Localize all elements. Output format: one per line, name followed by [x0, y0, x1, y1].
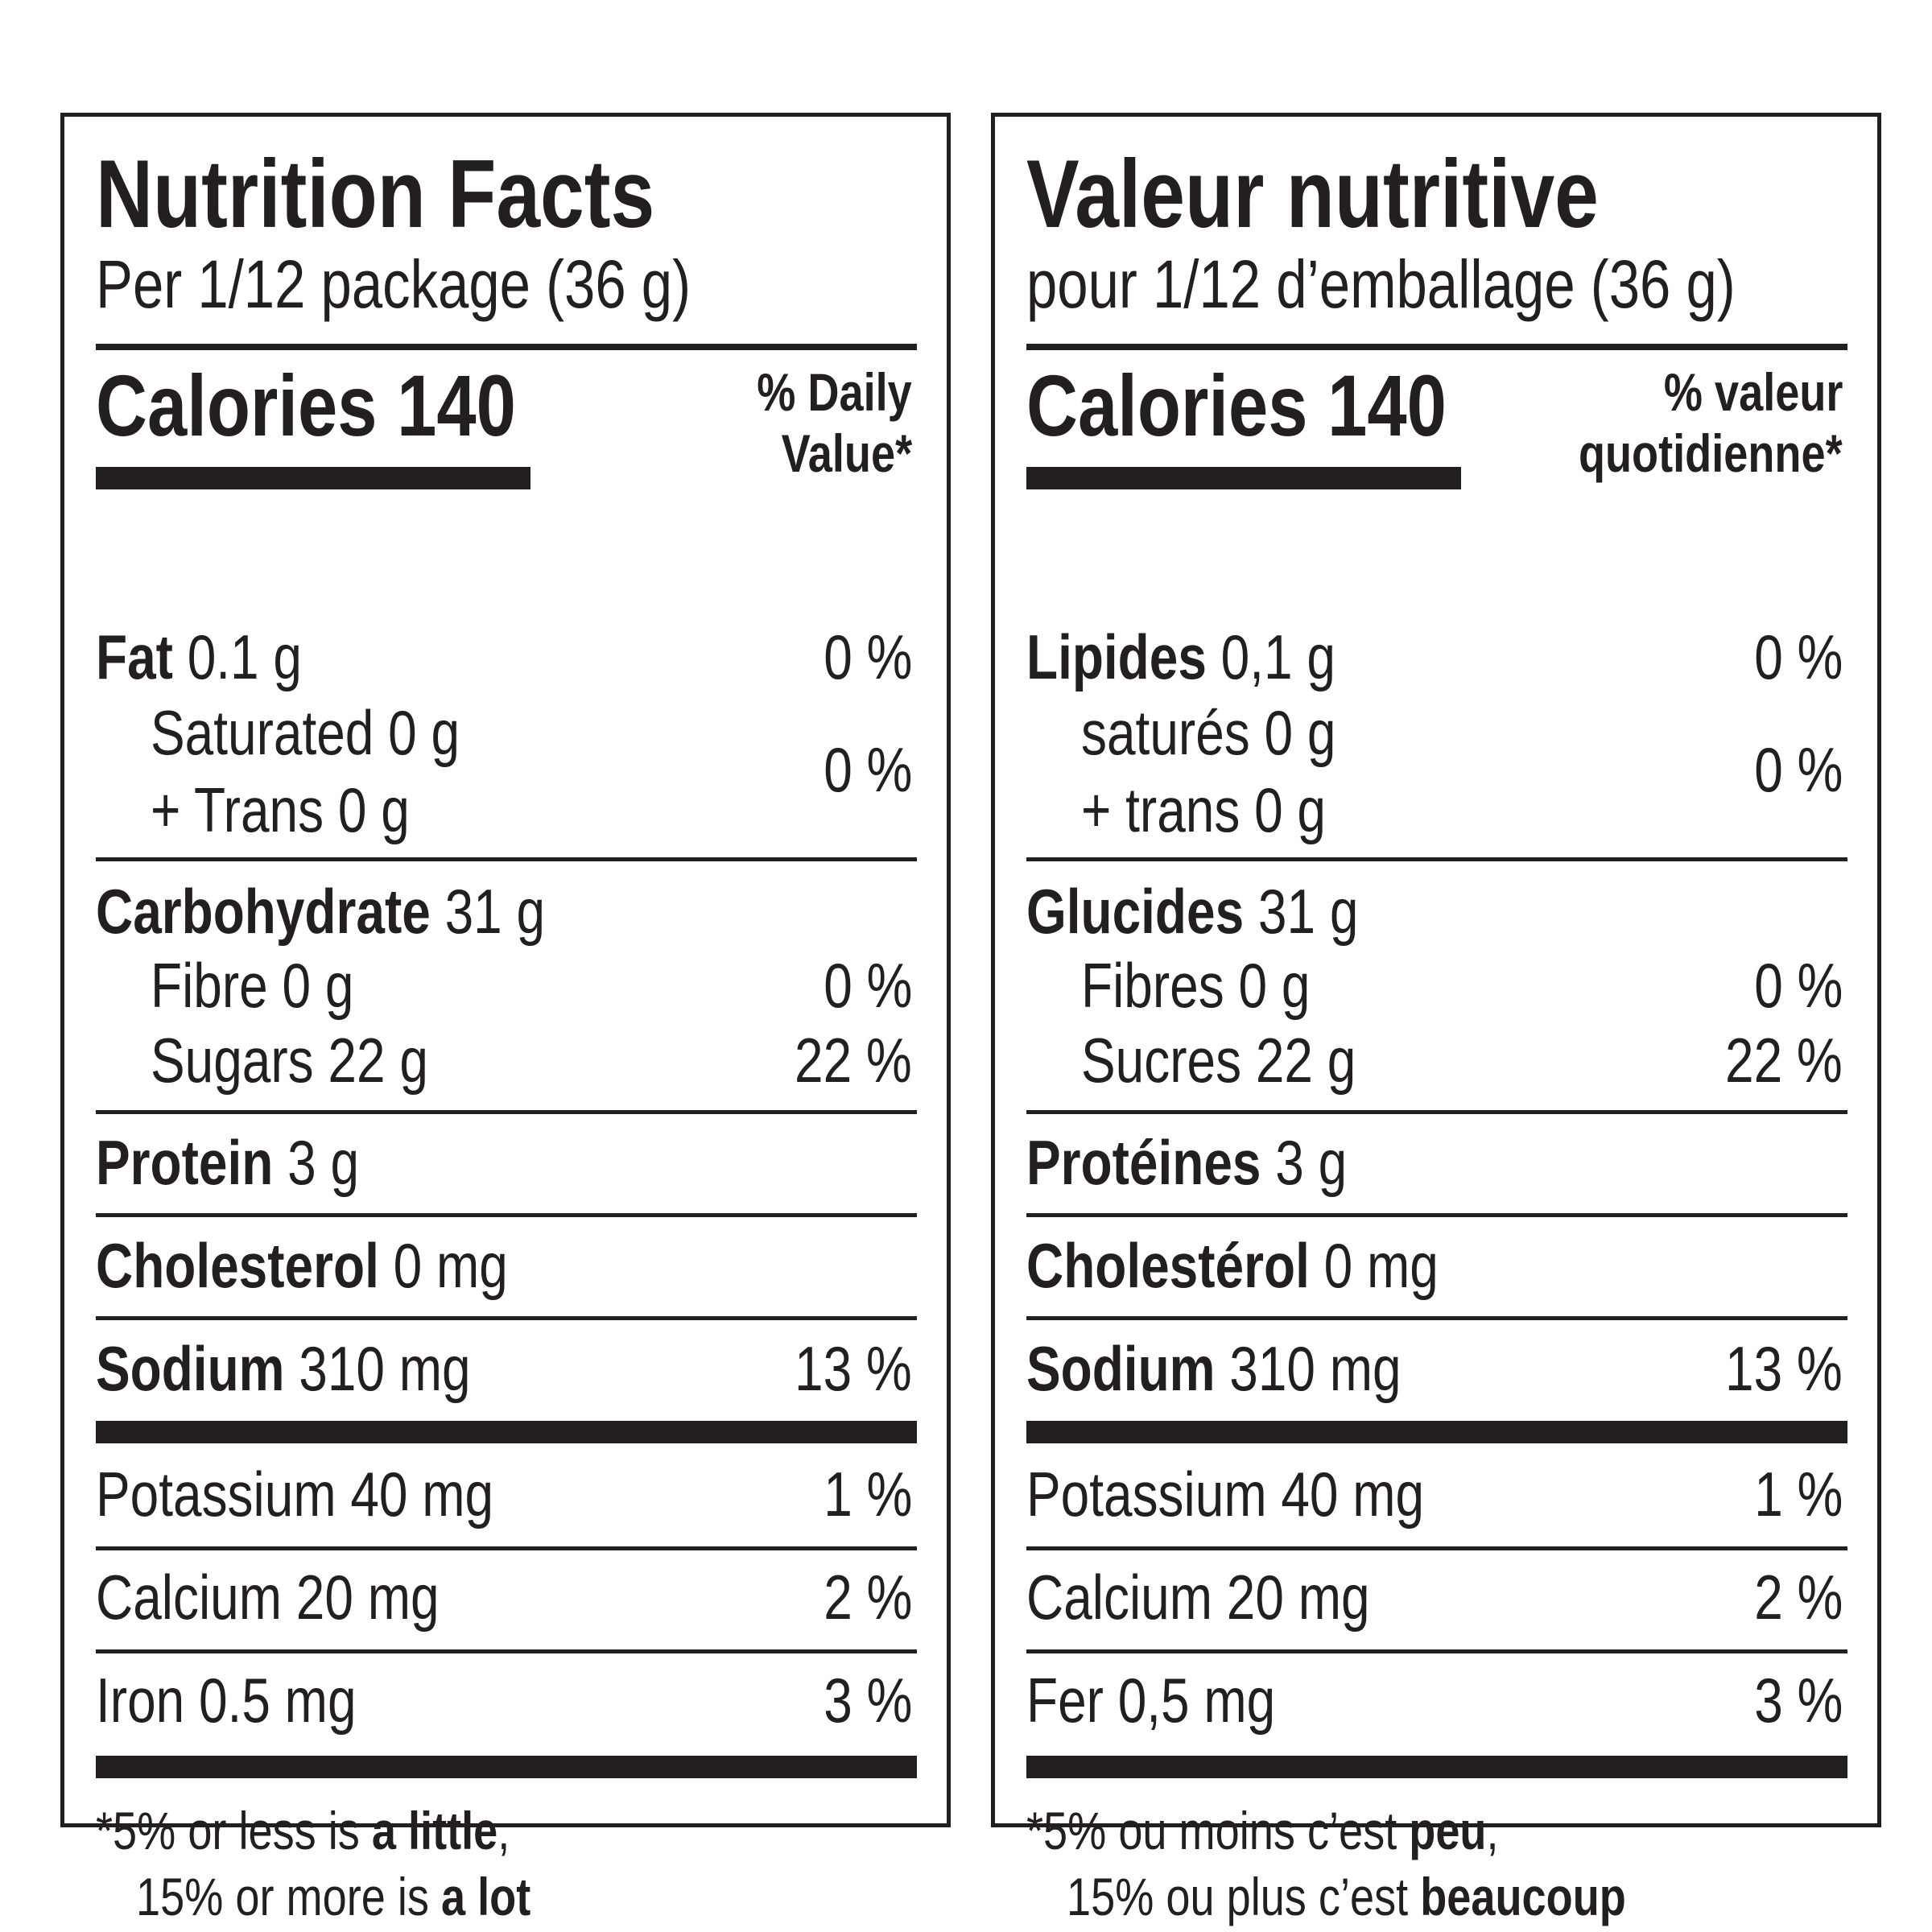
divider-rule — [1026, 1213, 1847, 1217]
divider-rule — [1026, 1546, 1847, 1550]
divider-rule — [96, 1649, 917, 1653]
daily-value-header: % Daily Value* — [757, 362, 912, 483]
thick-divider — [96, 1756, 917, 1778]
calcium-row: Calcium 20 mg 2 % — [96, 1562, 912, 1633]
nutrition-facts-panel-english: Nutrition Facts Per 1/12 package (36 g) … — [60, 113, 951, 1926]
sat-trans-percent: 0 % — [823, 734, 912, 805]
trans-row: + trans 0 g — [1081, 774, 1327, 845]
thick-divider — [96, 1421, 917, 1443]
cholesterol-row: Cholestérol 0 mg — [1026, 1230, 1439, 1301]
divider-rule — [96, 1213, 917, 1217]
divider-rule — [96, 1546, 917, 1550]
iron-row: Iron 0.5 mg 3 % — [96, 1665, 912, 1736]
divider-rule — [96, 857, 917, 861]
calcium-row: Calcium 20 mg 2 % — [1026, 1562, 1843, 1633]
daily-value-header: % valeur quotidienne* — [1579, 362, 1843, 483]
fat-row: Lipides 0,1 g 0 % — [1026, 621, 1843, 692]
calories-bar — [1026, 467, 1461, 489]
sugars-row: Sucres 22 g 22 % — [1081, 1025, 1843, 1096]
divider-rule — [1026, 1110, 1847, 1114]
saturated-row: Saturated 0 g — [151, 697, 460, 768]
serving-size: Per 1/12 package (36 g) — [96, 246, 691, 322]
iron-row: Fer 0,5 mg 3 % — [1026, 1665, 1843, 1736]
nutrition-facts-panel-french: Valeur nutritive pour 1/12 d’emballage (… — [991, 113, 1881, 1926]
divider-rule — [1026, 1649, 1847, 1653]
divider-rule — [96, 344, 917, 350]
potassium-row: Potassium 40 mg 1 % — [96, 1459, 912, 1530]
trans-row: + Trans 0 g — [151, 774, 410, 845]
cholesterol-row: Cholesterol 0 mg — [96, 1230, 508, 1301]
protein-row: Protéines 3 g — [1026, 1127, 1348, 1198]
sodium-row: Sodium 310 mg 13 % — [96, 1333, 912, 1404]
panel-title: Nutrition Facts — [96, 140, 655, 248]
divider-rule — [96, 1110, 917, 1114]
potassium-row: Potassium 40 mg 1 % — [1026, 1459, 1843, 1530]
calories-label: Calories 140 — [1026, 357, 1447, 454]
sugars-row: Sugars 22 g 22 % — [151, 1025, 912, 1096]
divider-rule — [1026, 1316, 1847, 1320]
calories-bar — [96, 467, 530, 489]
divider-rule — [1026, 344, 1847, 350]
thick-divider — [1026, 1756, 1847, 1778]
divider-rule — [96, 1316, 917, 1320]
serving-size: pour 1/12 d’emballage (36 g) — [1026, 246, 1736, 322]
sat-trans-percent: 0 % — [1753, 734, 1843, 805]
fibre-row: Fibre 0 g 0 % — [151, 950, 912, 1021]
fibre-row: Fibres 0 g 0 % — [1081, 950, 1843, 1021]
panel-title: Valeur nutritive — [1026, 140, 1599, 248]
thick-divider — [1026, 1421, 1847, 1443]
protein-row: Protein 3 g — [96, 1127, 360, 1198]
divider-rule — [1026, 857, 1847, 861]
carbohydrate-row: Glucides 31 g — [1026, 876, 1359, 947]
sodium-row: Sodium 310 mg 13 % — [1026, 1333, 1843, 1404]
carbohydrate-row: Carbohydrate 31 g — [96, 876, 546, 947]
calories-label: Calories 140 — [96, 357, 516, 454]
fat-row: Fat 0.1 g 0 % — [96, 621, 912, 692]
saturated-row: saturés 0 g — [1081, 697, 1336, 768]
